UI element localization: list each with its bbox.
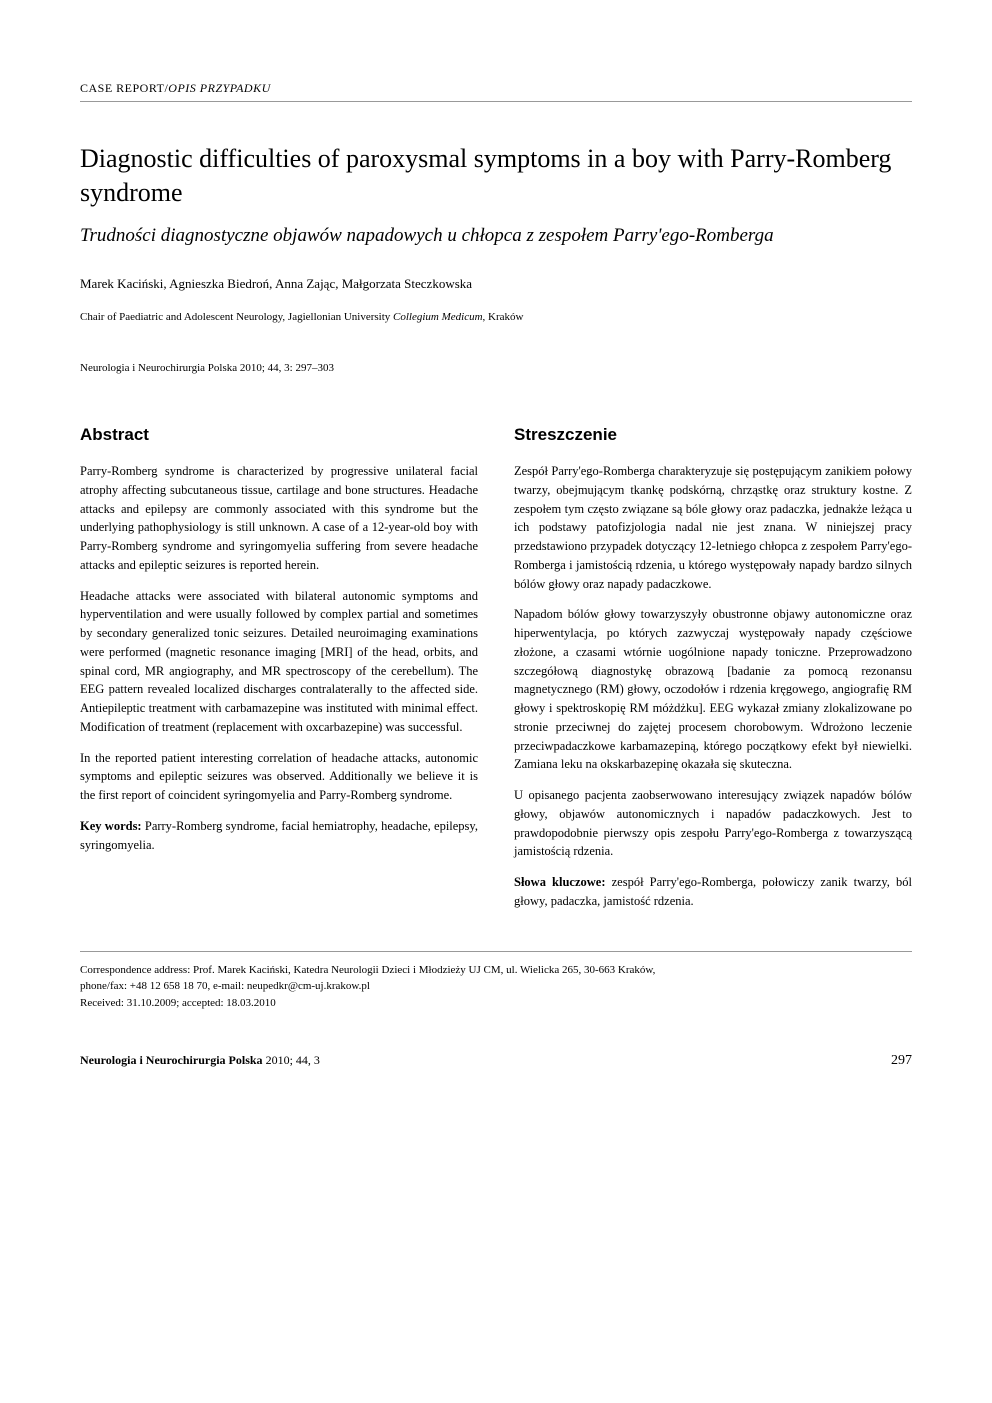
correspondence-line-3: Received: 31.10.2009; accepted: 18.03.20… [80, 995, 912, 1012]
case-report-label: CASE REPORT/ [80, 81, 168, 95]
affiliation-italic: Collegium Medicum [393, 311, 483, 323]
footer-separator [80, 951, 912, 952]
footer-journal-bold: Neurologia i Neurochirurgia Polska [80, 1053, 263, 1067]
affiliation: Chair of Paediatric and Adolescent Neuro… [80, 310, 912, 326]
abstract-para-2: Headache attacks were associated with bi… [80, 587, 478, 737]
page-number: 297 [891, 1051, 912, 1071]
correspondence-block: Correspondence address: Prof. Marek Kaci… [80, 962, 912, 1012]
abstract-para-3: In the reported patient interesting corr… [80, 749, 478, 805]
article-subtitle: Trudności diagnostyczne objawów napadowy… [80, 224, 912, 249]
streszczenie-heading: Streszczenie [514, 423, 912, 448]
two-column-layout: Abstract Parry-Romberg syndrome is chara… [80, 423, 912, 910]
section-header: CASE REPORT/OPIS PRZYPADKU [80, 80, 912, 102]
streszczenie-para-3: U opisanego pacjenta zaobserwowano inter… [514, 786, 912, 861]
article-title: Diagnostic difficulties of paroxysmal sy… [80, 142, 912, 210]
correspondence-line-2: phone/fax: +48 12 658 18 70, e-mail: neu… [80, 978, 912, 995]
streszczenie-column: Streszczenie Zespół Parry'ego-Romberga c… [514, 423, 912, 910]
abstract-column: Abstract Parry-Romberg syndrome is chara… [80, 423, 478, 910]
journal-reference: Neurologia i Neurochirurgia Polska 2010;… [80, 361, 912, 377]
page-footer: Neurologia i Neurochirurgia Polska 2010;… [80, 1051, 912, 1071]
abstract-para-1: Parry-Romberg syndrome is characterized … [80, 462, 478, 575]
affiliation-prefix: Chair of Paediatric and Adolescent Neuro… [80, 311, 393, 323]
keywords-pl: Słowa kluczowe: zespół Parry'ego-Romberg… [514, 873, 912, 911]
footer-journal: Neurologia i Neurochirurgia Polska 2010;… [80, 1052, 320, 1069]
opis-label: OPIS PRZYPADKU [168, 81, 270, 95]
footer-journal-rest: 2010; 44, 3 [263, 1053, 320, 1067]
keywords-label-en: Key words: [80, 819, 142, 833]
streszczenie-para-1: Zespół Parry'ego-Romberga charakteryzuje… [514, 462, 912, 593]
streszczenie-para-2: Napadom bólów głowy towarzyszyły obustro… [514, 605, 912, 774]
abstract-heading: Abstract [80, 423, 478, 448]
affiliation-suffix: , Kraków [483, 311, 524, 323]
keywords-en: Key words: Parry-Romberg syndrome, facia… [80, 817, 478, 855]
correspondence-line-1: Correspondence address: Prof. Marek Kaci… [80, 962, 912, 979]
authors: Marek Kaciński, Agnieszka Biedroń, Anna … [80, 275, 912, 294]
keywords-label-pl: Słowa kluczowe: [514, 875, 606, 889]
